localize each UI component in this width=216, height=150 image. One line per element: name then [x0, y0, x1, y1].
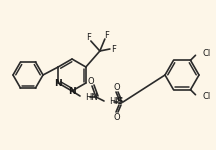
Text: N: N [54, 78, 62, 87]
Text: Cl: Cl [203, 92, 211, 101]
Text: O: O [114, 82, 120, 91]
Text: F: F [104, 30, 109, 39]
Text: Cl: Cl [203, 49, 211, 58]
Text: F: F [86, 33, 91, 42]
Text: F: F [111, 45, 116, 54]
Text: HN: HN [85, 93, 98, 102]
Text: O: O [114, 112, 120, 122]
Text: N: N [68, 87, 76, 96]
Text: HN: HN [109, 98, 122, 106]
Text: O: O [88, 76, 94, 85]
Text: S: S [117, 98, 123, 106]
